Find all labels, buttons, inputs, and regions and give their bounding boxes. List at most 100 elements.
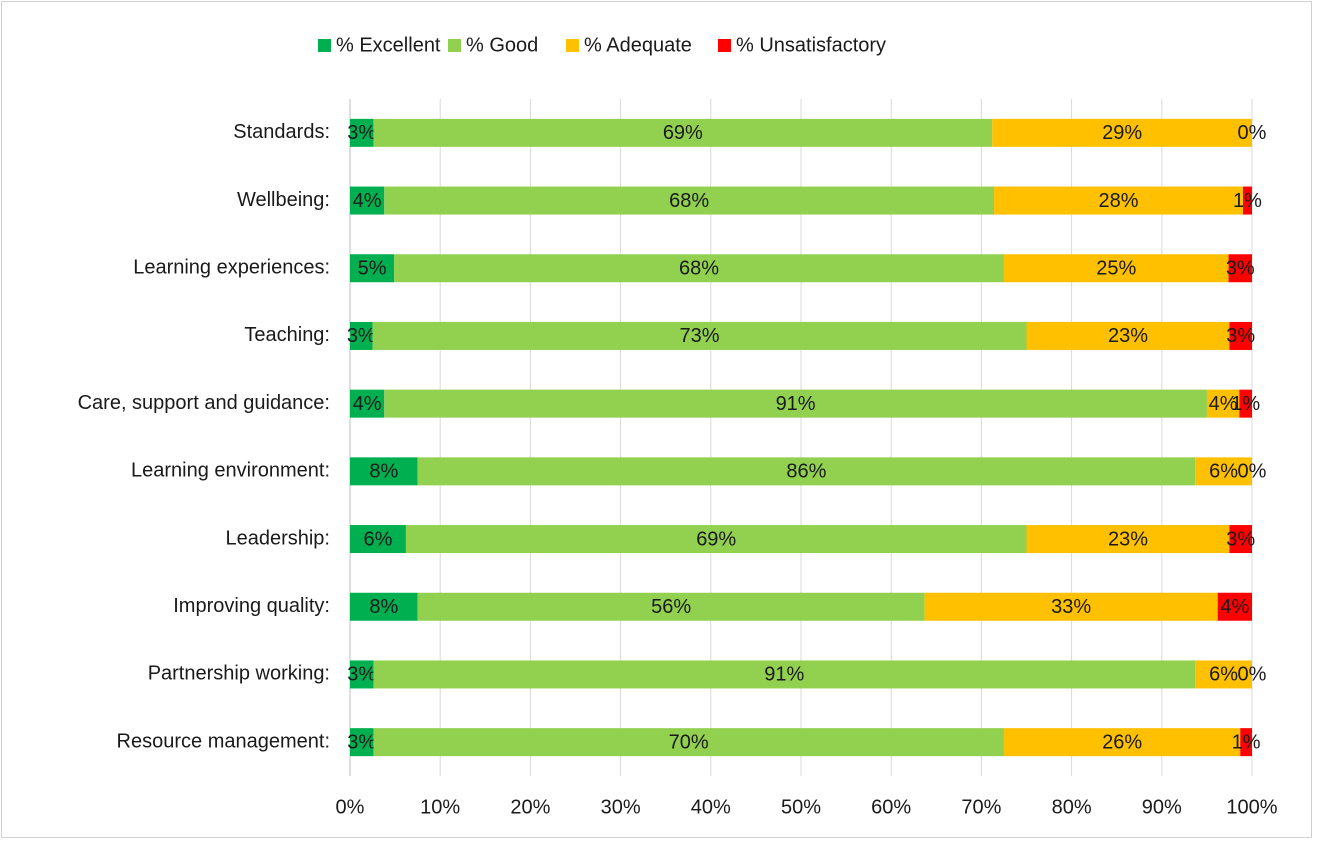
bar-segment	[1195, 660, 1252, 689]
bar-segment	[1026, 525, 1230, 554]
data-label: 56%	[651, 596, 691, 618]
data-label: 3%	[347, 122, 376, 144]
bar-segment	[350, 389, 385, 418]
data-label: 91%	[776, 393, 816, 415]
bar-segment	[350, 592, 418, 621]
data-label: 0%	[1238, 122, 1267, 144]
data-label: 3%	[1226, 258, 1255, 280]
x-tick-label: 20%	[510, 796, 550, 818]
x-tick-label: 0%	[336, 796, 365, 818]
legend-label: % Unsatisfactory	[736, 34, 886, 56]
data-label: 4%	[353, 190, 382, 212]
data-label: 68%	[679, 258, 719, 280]
bar-segment	[994, 186, 1243, 215]
bar-segment	[1026, 321, 1230, 350]
data-label: 0%	[1238, 461, 1267, 483]
data-label: 1%	[1231, 393, 1260, 415]
y-tick-label: Improving quality:	[173, 595, 330, 617]
bar-segment	[350, 457, 418, 486]
x-tick-label: 30%	[601, 796, 641, 818]
legend-swatch	[448, 39, 461, 52]
bar-segment	[394, 254, 1004, 283]
legend-label: % Good	[466, 34, 538, 56]
data-label: 23%	[1108, 325, 1148, 347]
bar-segment	[924, 592, 1218, 621]
data-label: 33%	[1051, 596, 1091, 618]
legend-label: % Excellent	[336, 34, 441, 56]
data-label: 4%	[353, 393, 382, 415]
legend-swatch	[718, 39, 731, 52]
x-tick-label: 70%	[961, 796, 1001, 818]
x-tick-label: 50%	[781, 796, 821, 818]
data-label: 26%	[1102, 731, 1142, 753]
data-label: 69%	[663, 122, 703, 144]
data-label: 6%	[1209, 461, 1238, 483]
data-label: 25%	[1096, 258, 1136, 280]
data-label: 68%	[669, 190, 709, 212]
legend-swatch	[318, 39, 331, 52]
bar-segment	[1239, 389, 1252, 418]
bar-segment	[1195, 457, 1252, 486]
data-label: 91%	[764, 664, 804, 686]
x-tick-label: 90%	[1142, 796, 1182, 818]
data-label: 3%	[347, 325, 376, 347]
y-tick-label: Leadership:	[225, 527, 330, 549]
data-label: 6%	[364, 528, 393, 550]
y-tick-label: Standards:	[233, 121, 330, 143]
data-label: 3%	[347, 664, 376, 686]
bar-segment	[373, 118, 993, 147]
bar-segment	[350, 728, 374, 757]
y-tick-label: Care, support and guidance:	[78, 392, 330, 414]
data-label: 29%	[1102, 122, 1142, 144]
x-tick-label: 80%	[1052, 796, 1092, 818]
bar-segment	[384, 389, 1207, 418]
data-label: 1%	[1232, 731, 1261, 753]
bar-segment	[417, 457, 1196, 486]
data-label: 0%	[1238, 664, 1267, 686]
data-label: 3%	[1226, 325, 1255, 347]
y-tick-label: Teaching:	[244, 324, 330, 346]
bar-segment	[350, 118, 374, 147]
bar-segment	[405, 525, 1027, 554]
bar-segment	[1003, 254, 1229, 283]
y-tick-label: Partnership working:	[148, 663, 330, 685]
bar-segment	[350, 660, 374, 689]
bar-segment	[1240, 728, 1252, 757]
data-label: 5%	[358, 258, 387, 280]
bar-segment	[350, 525, 406, 554]
y-tick-label: Resource management:	[117, 730, 330, 752]
bar-segment	[373, 660, 1196, 689]
y-tick-label: Learning experiences:	[133, 257, 330, 279]
bar-segment	[384, 186, 995, 215]
bar-segment	[350, 186, 385, 215]
data-label: 69%	[696, 528, 736, 550]
bar-segment	[1228, 254, 1252, 283]
y-tick-label: Learning environment:	[131, 460, 330, 482]
data-label: 1%	[1233, 190, 1262, 212]
bar-segment	[1242, 186, 1252, 215]
legend-swatch	[566, 39, 579, 52]
bar-segment	[417, 592, 925, 621]
bar-segment	[350, 254, 395, 283]
data-label: 4%	[1220, 596, 1249, 618]
x-tick-label: 10%	[420, 796, 460, 818]
data-label: 8%	[369, 461, 398, 483]
data-label: 86%	[786, 461, 826, 483]
data-label: 8%	[369, 596, 398, 618]
x-tick-label: 60%	[871, 796, 911, 818]
bar-segment	[372, 321, 1027, 350]
data-label: 4%	[1209, 393, 1238, 415]
bar-segment	[1229, 525, 1252, 554]
data-label: 23%	[1108, 528, 1148, 550]
data-label: 73%	[680, 325, 720, 347]
data-label: 28%	[1098, 190, 1138, 212]
bar-segment	[1217, 592, 1252, 621]
data-label: 70%	[669, 731, 709, 753]
bar-segment	[373, 728, 1004, 757]
bar-segment	[350, 321, 373, 350]
data-label: 3%	[1226, 528, 1255, 550]
bar-segment	[1229, 321, 1252, 350]
bar-segment	[1206, 389, 1240, 418]
data-label: 3%	[347, 731, 376, 753]
